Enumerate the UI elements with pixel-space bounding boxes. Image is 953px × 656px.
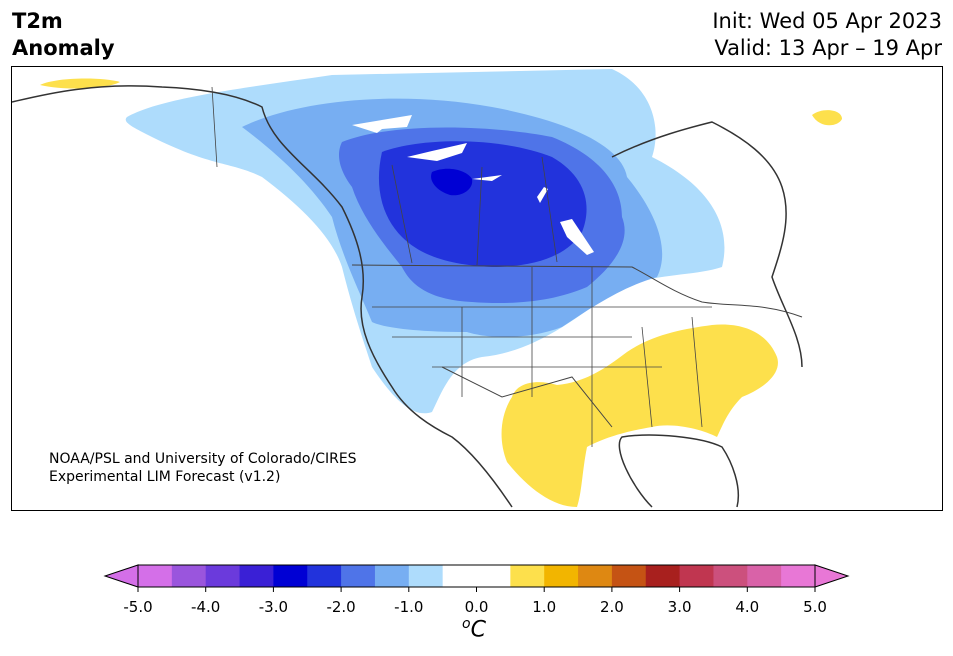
colorbar-swatch [713,565,748,587]
colorbar-tick-label: 3.0 [667,598,692,616]
colorbar-swatch [307,565,342,587]
coastline [12,85,513,508]
anomaly-map [11,66,943,511]
title-line1: T2m [12,9,63,33]
colorbar-extend-max [814,564,850,588]
colorbar-swatch [239,565,274,587]
coastline [618,434,740,508]
colorbar-swatch [138,565,173,587]
colorbar-swatch [679,565,714,587]
colorbar-tick-label: -5.0 [123,598,153,616]
colorbar-tick-label: -4.0 [191,598,221,616]
colorbar-swatch [781,565,816,587]
colorbar-extend-min [103,564,139,588]
valid-range: Valid: 13 Apr – 19 Apr [714,36,942,60]
colorbar-swatch [374,565,410,587]
forecast-dates: Init: Wed 05 Apr 2023 Valid: 13 Apr – 19… [712,8,942,62]
border-line [211,86,712,447]
lake-shape [560,219,594,255]
colorbar-swatch [273,565,308,587]
map-svg [12,69,842,508]
lake-shape [537,187,548,203]
colorbar [103,564,850,592]
unit-letter: C [470,617,486,643]
anomaly-contour-dark-blue [378,141,587,267]
colorbar-swatch [408,565,444,587]
colorbar-tick-label: -2.0 [326,598,356,616]
colorbar-tick-label: -3.0 [258,598,289,616]
colorbar-swatch [578,565,613,587]
colorbar-swatch [747,565,782,587]
colorbar-swatch [544,565,579,587]
colorbar-tick-label: -1.0 [394,598,424,616]
colorbar-swatch [645,565,681,587]
anomaly-contour-navy [431,168,473,196]
colorbar-unit: oC [462,616,486,642]
anomaly-contour-yellow [40,78,120,89]
init-date: Init: Wed 05 Apr 2023 [712,9,942,33]
coastline [611,121,803,368]
colorbar-tick-label: 5.0 [803,598,827,616]
colorbar-tick-label: 1.0 [532,598,557,616]
lake-shape [407,143,467,161]
lake-shape [352,115,412,133]
colorbar-swatch [442,565,477,587]
colorbar-swatch [510,565,545,587]
credit-text: NOAA/PSL and University of Colorado/CIRE… [49,450,357,486]
colorbar-swatch [476,565,511,587]
credit-line2: Experimental LIM Forecast (v1.2) [49,469,281,485]
colorbar-swatch [611,565,647,587]
title-line2: Anomaly [12,36,115,60]
colorbar-swatch [171,565,207,587]
colorbar-tick-label: 0.0 [464,598,489,616]
anomaly-contour-yellow [812,110,842,126]
anomaly-contour-yellow [501,324,778,507]
colorbar-tick-label: 2.0 [599,598,624,616]
border-line [351,264,803,318]
lake-shape [472,175,502,181]
unit-superscript: o [462,616,471,632]
colorbar-swatch [341,565,376,587]
colorbar-tick-label: 4.0 [735,598,760,616]
credit-line1: NOAA/PSL and University of Colorado/CIRE… [49,451,357,467]
map-title: T2m Anomaly [12,8,115,62]
colorbar-swatch [205,565,241,587]
